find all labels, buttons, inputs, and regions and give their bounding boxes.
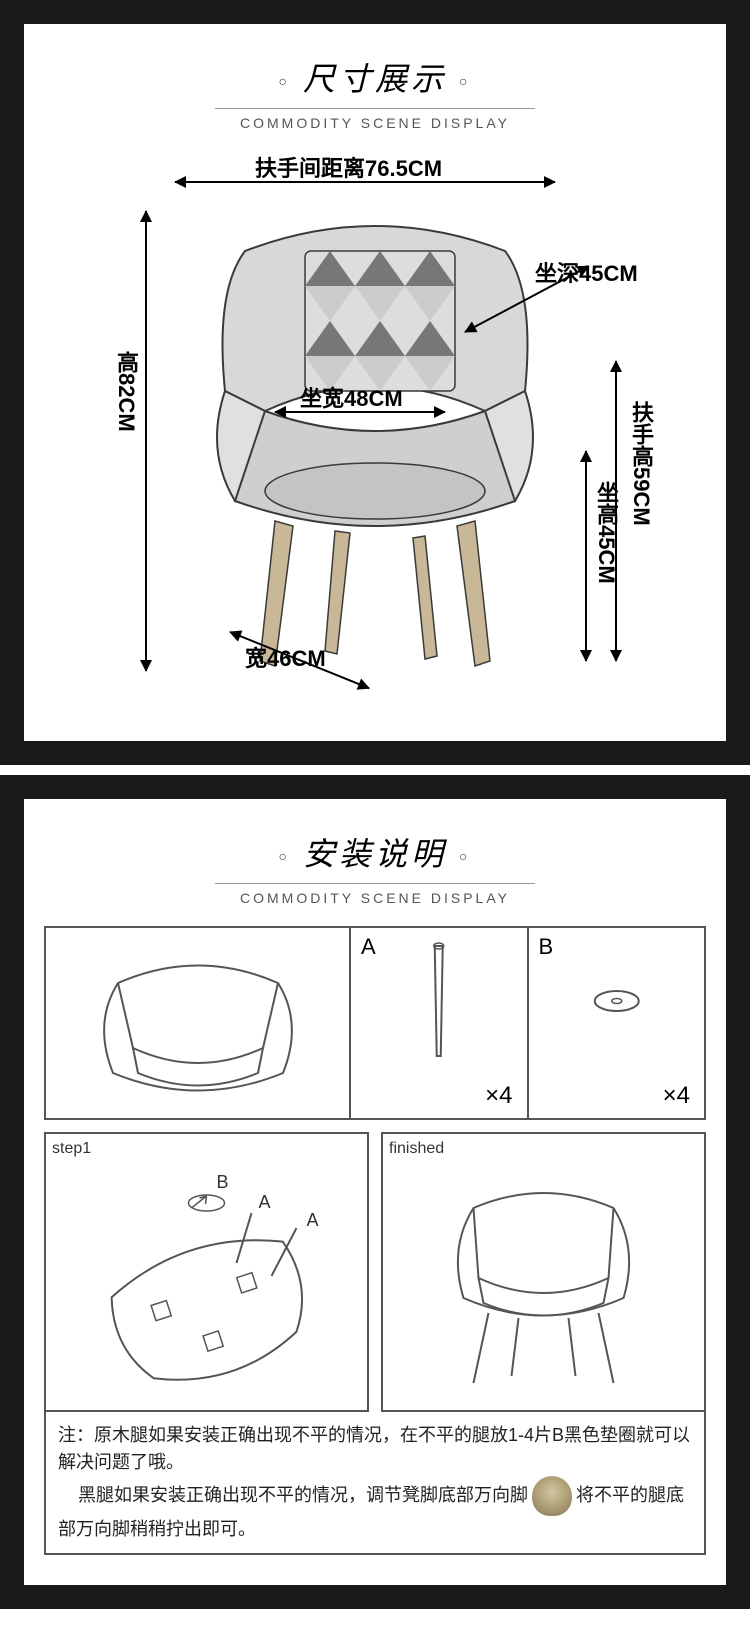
label-seat-depth: 坐深45CM <box>535 256 638 288</box>
title-cn: 尺寸展示 <box>44 54 706 100</box>
step1-label: step1 <box>52 1140 91 1157</box>
part-seat <box>46 928 351 1118</box>
title-cn: 安装说明 <box>44 829 706 875</box>
step1: step1 B A A <box>44 1132 369 1412</box>
parts-row: A ×4 B ×4 <box>44 926 706 1120</box>
arrow-seat-height <box>585 451 587 661</box>
step1-tag-a2: A <box>307 1210 319 1230</box>
label-seat-width: 坐宽48CM <box>300 381 403 413</box>
step1-diagram: B A A <box>52 1158 361 1398</box>
title-divider <box>215 108 535 109</box>
steps-row: step1 B A A finished <box>44 1132 706 1412</box>
note-label: 注： <box>58 1425 94 1445</box>
label-armrest-height: 扶手高59CM <box>625 401 657 526</box>
label-seat-height: 坐高45CM <box>590 481 622 584</box>
note-line1: 原木腿如果安装正确出现不平的情况，在不平的腿放1-4片B黑色垫圈就可以解决问题了… <box>58 1425 690 1472</box>
part-b: B ×4 <box>529 928 704 1118</box>
chair-sketch <box>175 211 575 671</box>
step-finished: finished <box>381 1132 706 1412</box>
assembly-note: 注：原木腿如果安装正确出现不平的情况，在不平的腿放1-4片B黑色垫圈就可以解决问… <box>44 1412 706 1555</box>
label-width: 宽46CM <box>245 641 326 673</box>
title-divider <box>215 883 535 884</box>
dimensions-panel: 尺寸展示 COMMODITY SCENE DISPLAY <box>0 0 750 765</box>
section1-title: 尺寸展示 COMMODITY SCENE DISPLAY <box>44 54 706 131</box>
part-b-label: B <box>539 934 554 960</box>
section2-title: 安装说明 COMMODITY SCENE DISPLAY <box>44 829 706 906</box>
note-line2a: 黑腿如果安装正确出现不平的情况，调节凳脚底部万向脚 <box>78 1485 528 1505</box>
svg-text:B: B <box>217 1172 229 1192</box>
washer-icon <box>537 936 696 1066</box>
seat-outline-icon <box>78 943 318 1103</box>
part-a-label: A <box>361 934 376 960</box>
dimension-diagram: 扶手间距离76.5CM 高82CM 坐宽48CM 坐深45CM 扶手高59CM … <box>55 151 695 711</box>
finished-label: finished <box>389 1140 444 1157</box>
title-en: COMMODITY SCENE DISPLAY <box>44 115 706 131</box>
assembly-panel: 安装说明 COMMODITY SCENE DISPLAY A ×4 B <box>0 775 750 1609</box>
finished-diagram <box>389 1158 698 1398</box>
part-a-qty: ×4 <box>485 1082 512 1110</box>
part-a: A ×4 <box>351 928 528 1118</box>
part-b-qty: ×4 <box>663 1082 690 1110</box>
label-height: 高82CM <box>110 351 142 432</box>
swivel-foot-icon <box>532 1476 572 1516</box>
label-armrest-span: 扶手间距离76.5CM <box>255 151 442 183</box>
arrow-height <box>145 211 147 671</box>
title-en: COMMODITY SCENE DISPLAY <box>44 890 706 906</box>
step1-tag-a1: A <box>259 1192 271 1212</box>
leg-icon <box>359 936 518 1066</box>
